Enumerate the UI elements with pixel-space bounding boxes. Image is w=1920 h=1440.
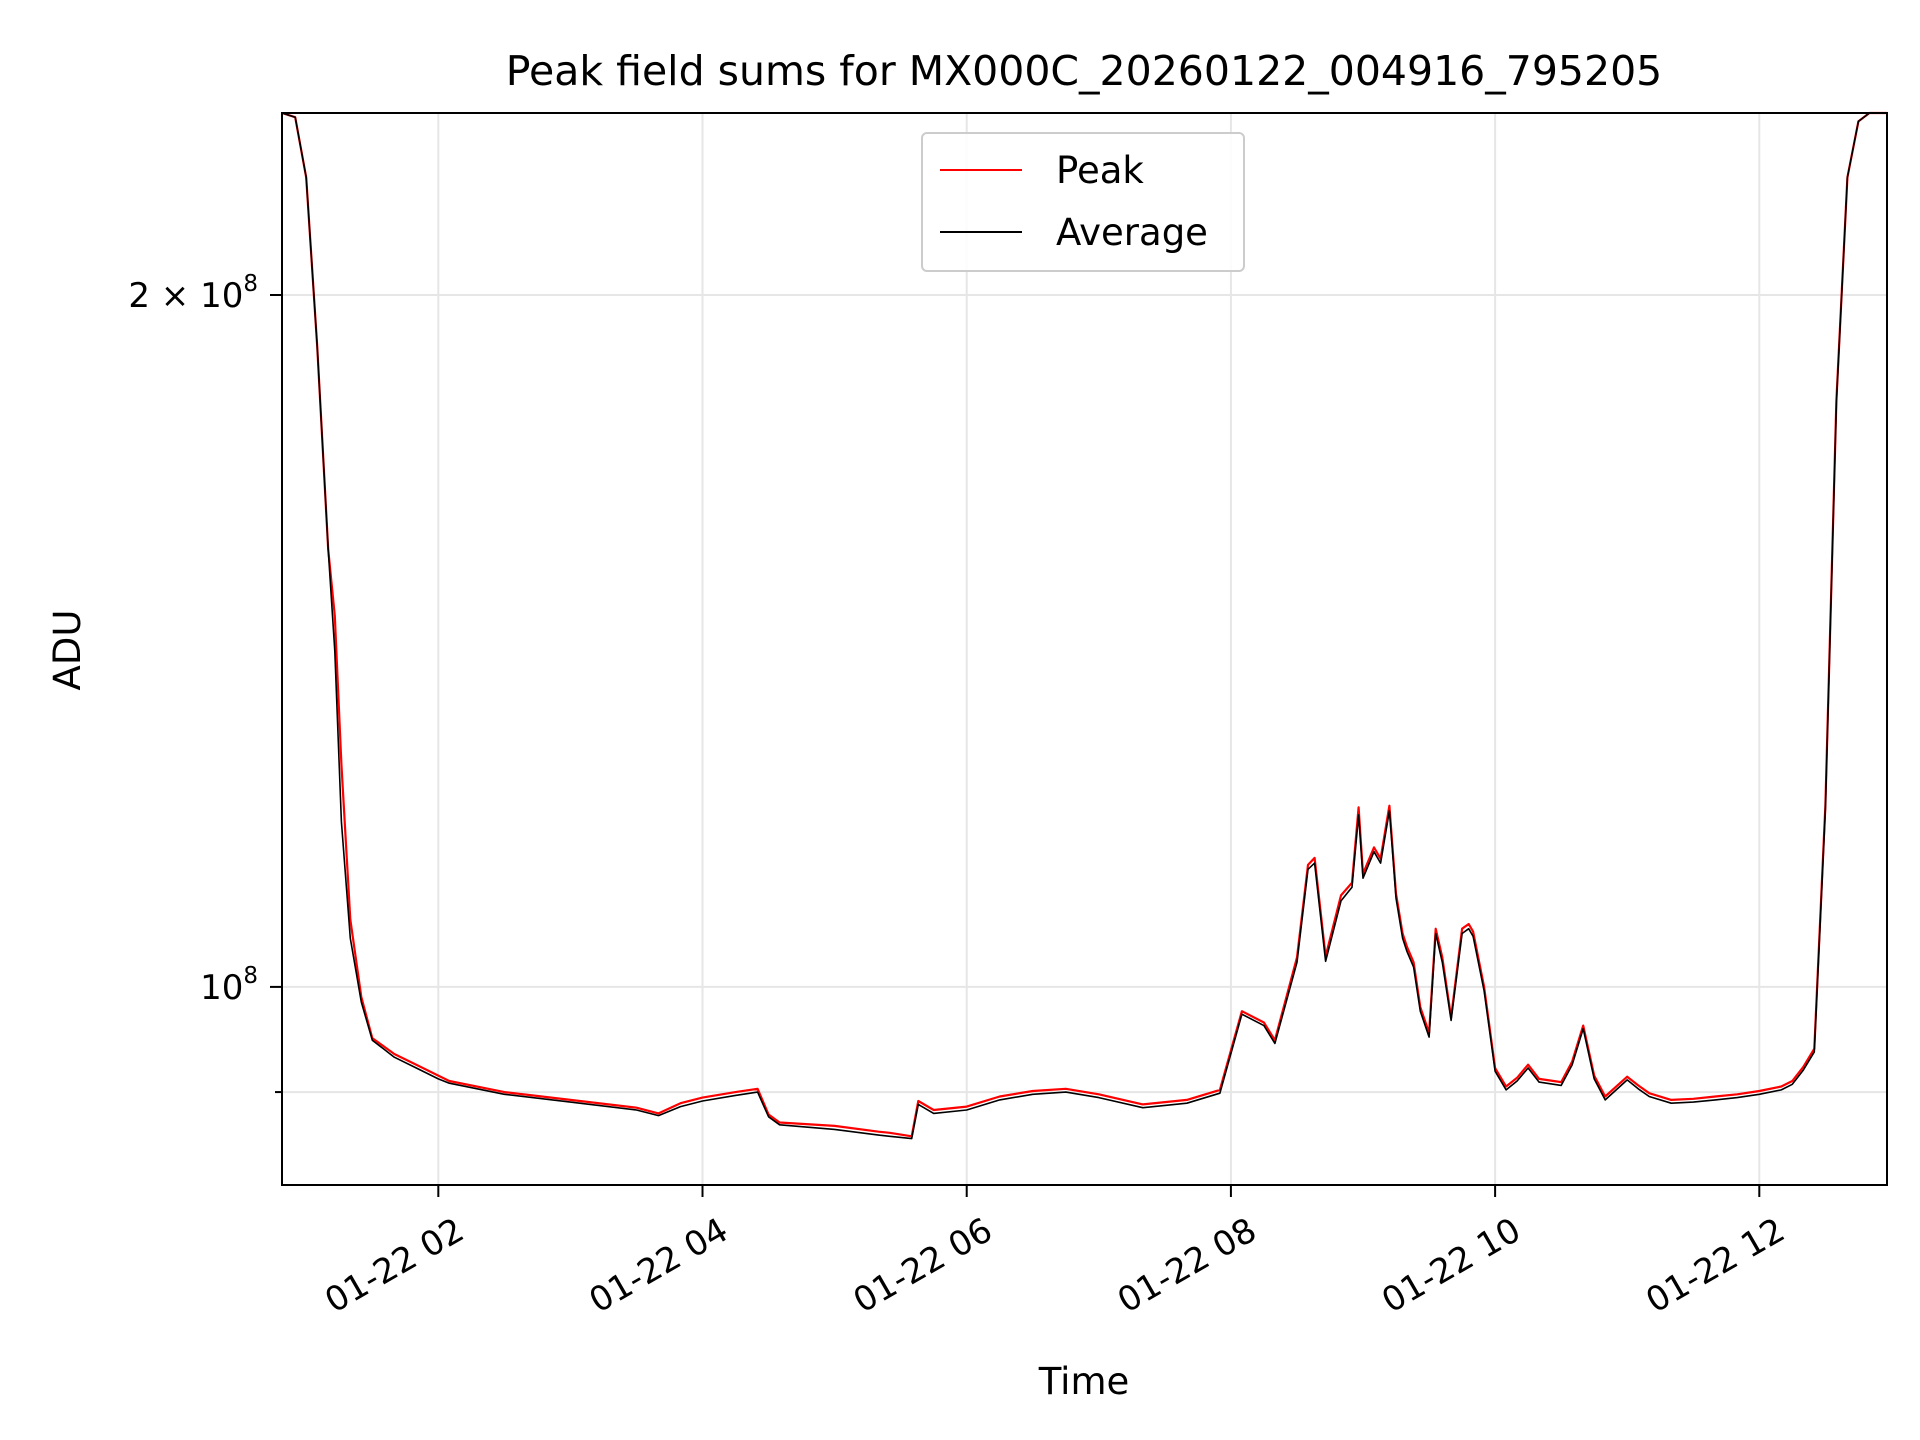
y-axis-label: ADU [46,610,89,691]
x-axis-label: Time [1038,1360,1130,1403]
legend-label: Average [1056,211,1208,254]
plot-lines [281,111,1887,1140]
y-tick-exponent: 8 [243,271,258,297]
y-tick-mantissa: 10 [200,968,243,1008]
grid [282,113,1887,1185]
legend-box [921,132,1245,272]
y-tick-label: 108 [200,963,258,1008]
legend: Peak Average [921,132,1245,272]
plot-frame [281,112,1888,1186]
y-tick-label: 2 × 108 [128,271,258,316]
chart-title: Peak field sums for MX000C_20260122_0049… [506,47,1663,95]
y-tick-exponent: 8 [243,963,258,989]
legend-label: Peak [1056,149,1144,192]
series-line-average [281,112,1887,1140]
y-tick-mantissa: 2 × 10 [128,276,243,316]
